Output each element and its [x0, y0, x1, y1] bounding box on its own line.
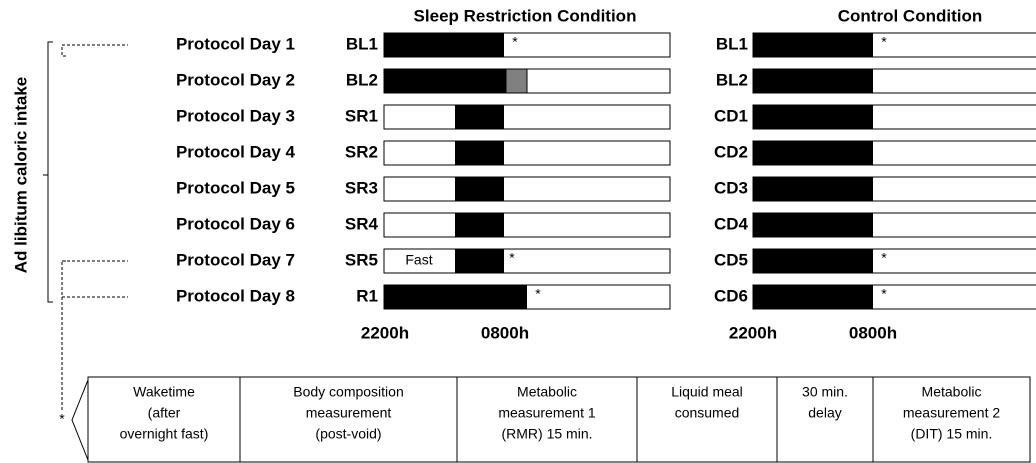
sleep-segment — [753, 213, 873, 237]
protocol-day: Protocol Day 8 — [176, 286, 295, 305]
condition-title: Control Condition — [838, 6, 982, 25]
row-label: SR2 — [345, 142, 378, 161]
protocol-day: Protocol Day 7 — [176, 250, 295, 269]
sleep-segment — [384, 69, 506, 93]
row-label: BL2 — [716, 70, 748, 89]
timeline-text: measurement 2 — [903, 405, 1000, 421]
axis-label: 2200h — [729, 323, 777, 342]
row-label: R1 — [356, 286, 378, 305]
row-label: CD3 — [714, 178, 748, 197]
timeline-text: measurement — [306, 405, 392, 421]
asterisk: * — [512, 34, 518, 50]
timeline-brace — [71, 379, 89, 461]
timeline-text: overnight fast) — [120, 426, 209, 442]
dashed-connectors — [61, 44, 128, 412]
timeline-text: measurement 1 — [498, 405, 595, 421]
sleep-segment — [455, 249, 504, 273]
sleep-segment — [455, 141, 504, 165]
asterisk: * — [509, 250, 515, 266]
row-label: BL1 — [346, 34, 378, 53]
sleep-segment — [384, 33, 504, 57]
timeline-text: (after — [148, 405, 181, 421]
partial-segment — [505, 68, 528, 94]
sleep-segment — [455, 177, 504, 201]
row-label: SR3 — [345, 178, 378, 197]
sleep-segment — [384, 285, 527, 309]
sleep-segment — [753, 141, 873, 165]
row-label: SR4 — [345, 214, 379, 233]
timeline-text: delay — [808, 405, 841, 421]
timeline-text: 30 min. — [802, 384, 848, 400]
protocol-day: Protocol Day 2 — [176, 70, 295, 89]
fast-label: Fast — [405, 252, 432, 268]
timeline-text: Body composition — [293, 384, 404, 400]
asterisk: * — [59, 411, 65, 427]
timeline-text: Waketime — [133, 384, 195, 400]
protocol-day: Protocol Day 4 — [176, 142, 296, 161]
timeline-text: (post-void) — [315, 426, 381, 442]
timeline-text: (RMR) 15 min. — [501, 426, 592, 442]
asterisk: * — [881, 250, 887, 266]
bar — [383, 104, 671, 130]
bar — [383, 176, 671, 202]
axis-label: 0800h — [481, 323, 529, 342]
timeline-text: Metabolic — [517, 384, 577, 400]
asterisk: * — [881, 34, 887, 50]
timeline-text: consumed — [675, 405, 740, 421]
bar — [383, 140, 671, 166]
sleep-segment — [753, 33, 873, 57]
asterisk: * — [881, 286, 887, 302]
sleep-segment — [455, 213, 504, 237]
row-label: SR1 — [345, 106, 378, 125]
timeline-box — [87, 376, 1031, 463]
row-label: CD4 — [714, 214, 749, 233]
timeline-text: (DIT) 15 min. — [911, 426, 993, 442]
bar — [383, 248, 671, 274]
row-label: CD5 — [714, 250, 748, 269]
sleep-segment — [753, 249, 873, 273]
asterisk: * — [535, 286, 541, 302]
row-label: CD2 — [714, 142, 748, 161]
bar — [383, 212, 671, 238]
timeline-text: Liquid meal — [671, 384, 743, 400]
bracket — [47, 41, 53, 303]
axis-label: 2200h — [361, 323, 409, 342]
sleep-segment — [753, 177, 873, 201]
protocol-day: Protocol Day 6 — [176, 214, 295, 233]
row-label: CD1 — [714, 106, 748, 125]
row-label: CD6 — [714, 286, 748, 305]
sleep-segment — [455, 105, 504, 129]
row-label: SR5 — [345, 250, 378, 269]
condition-title: Sleep Restriction Condition — [414, 6, 637, 25]
sleep-segment — [753, 105, 873, 129]
side-label: Ad libitum caloric intake — [11, 77, 30, 274]
sleep-segment — [753, 285, 873, 309]
row-label: BL1 — [716, 34, 748, 53]
protocol-day: Protocol Day 5 — [176, 178, 295, 197]
protocol-day: Protocol Day 3 — [176, 106, 295, 125]
row-label: BL2 — [346, 70, 378, 89]
sleep-segment — [753, 69, 873, 93]
protocol-day: Protocol Day 1 — [176, 34, 295, 53]
timeline-text: Metabolic — [922, 384, 982, 400]
axis-label: 0800h — [849, 323, 897, 342]
